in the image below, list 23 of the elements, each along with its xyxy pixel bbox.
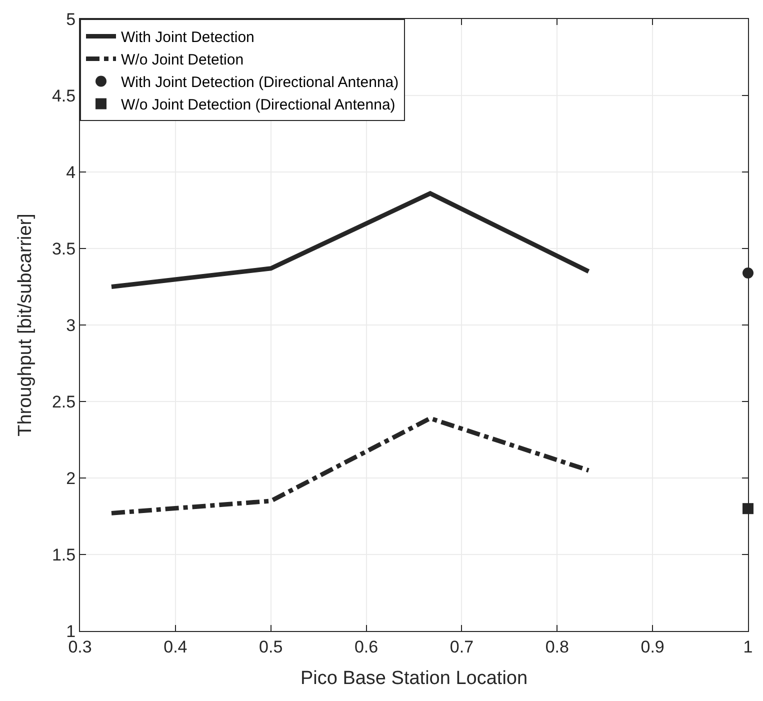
legend-label: With Joint Detection (121, 29, 254, 46)
line-series (109, 191, 591, 289)
line-series (109, 416, 591, 516)
x-tick-label: 0.7 (450, 637, 474, 656)
x-tick-label: 0.5 (259, 637, 283, 656)
y-tick-label: 4 (66, 162, 76, 182)
y-tick-label: 1.5 (52, 545, 76, 564)
y-tick-label: 2 (66, 468, 76, 488)
y-tick-label: 3 (66, 316, 76, 335)
y-tick-label: 4.5 (52, 86, 76, 106)
legend-label: W/o Joint Detection (Directional Antenna) (121, 96, 396, 114)
x-tick-label: 0.8 (545, 637, 569, 656)
y-tick-label: 2.5 (52, 392, 76, 412)
legend-label: W/o Joint Detetion (121, 52, 244, 69)
y-axis-title: Throughput [bit/subcarrier] (14, 214, 36, 436)
y-tick-label: 5 (66, 10, 76, 29)
x-tick-label: 0.9 (640, 637, 664, 656)
y-tick-label: 3.5 (52, 239, 76, 258)
x-tick-label: 0.6 (354, 637, 378, 656)
x-tick-label: 1 (743, 637, 753, 656)
legend-label: With Joint Detection (Directional Antenna) (121, 74, 399, 92)
x-tick-label: 0.4 (164, 637, 188, 656)
x-axis-title: Pico Base Station Location (300, 668, 528, 690)
